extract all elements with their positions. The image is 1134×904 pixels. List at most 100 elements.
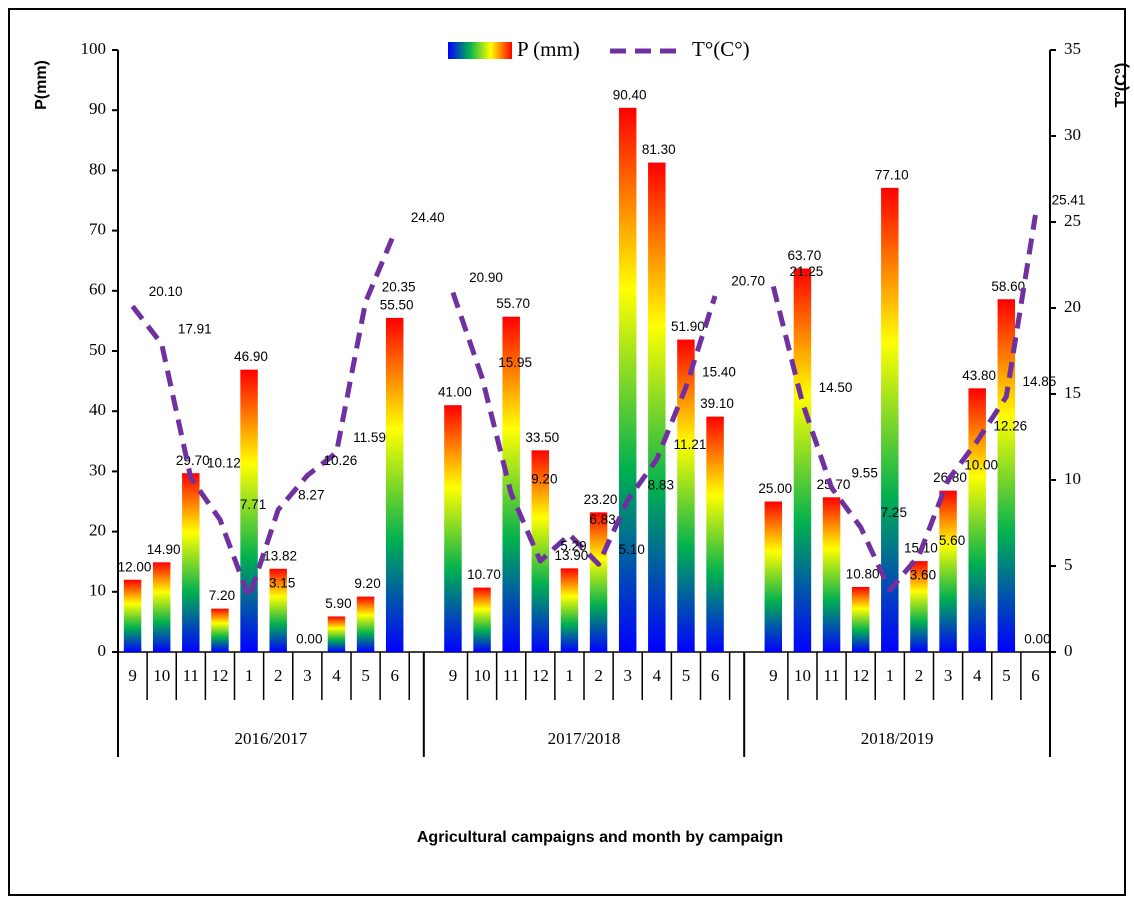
bar	[793, 268, 812, 652]
line-value-label: 24.40	[411, 210, 445, 225]
group-label: 2017/2018	[548, 729, 621, 748]
y2-tick-label: 5	[1064, 555, 1073, 574]
x-tick-label: 10	[153, 666, 170, 685]
legend-label: T°(C°)	[692, 37, 750, 61]
y2-tick-label: 20	[1064, 297, 1081, 316]
bar	[531, 450, 550, 652]
bar	[269, 568, 287, 652]
bar	[881, 187, 899, 652]
x-tick-label: 6	[390, 666, 399, 685]
line-value-label: 11.21	[674, 437, 707, 452]
line-value-label: 20.70	[731, 274, 765, 289]
x-tick-label: 12	[532, 666, 549, 685]
y-axis-title: P(mm)	[33, 60, 50, 110]
line-value-label: 20.10	[149, 284, 183, 299]
bar-value-label: 55.70	[496, 296, 530, 311]
bar-value-label: 14.90	[147, 542, 181, 557]
bar-value-label: 13.90	[555, 548, 589, 563]
bar-value-label: 10.70	[467, 567, 501, 582]
y-tick-label: 100	[81, 39, 107, 58]
bar	[822, 497, 841, 652]
y-tick-label: 90	[89, 99, 106, 118]
y-tick-label: 10	[89, 581, 106, 600]
bar-value-label: 5.90	[325, 596, 351, 611]
frame	[8, 8, 1126, 896]
bar-value-label: 25.00	[758, 481, 792, 496]
x-tick-label: 1	[245, 666, 254, 685]
bar-value-label: 39.10	[700, 396, 734, 411]
bar-value-label: 7.20	[209, 588, 235, 603]
bar-value-label: 63.70	[788, 248, 822, 263]
legend-swatch	[448, 42, 512, 59]
line-value-label: 3.15	[269, 575, 295, 590]
y2-tick-label: 30	[1064, 125, 1081, 144]
x-tick-label: 3	[944, 666, 953, 685]
bar-value-label: 81.30	[642, 142, 676, 157]
line-value-label: 3.60	[910, 568, 936, 583]
line-value-label: 20.35	[382, 280, 416, 295]
y2-tick-label: 35	[1064, 39, 1081, 58]
bar	[851, 586, 870, 652]
line-value-label: 10.26	[324, 453, 358, 468]
x-tick-label: 5	[1002, 666, 1011, 685]
bar	[327, 616, 346, 652]
y2-tick-label: 0	[1064, 641, 1073, 660]
bar	[182, 473, 200, 652]
legend-label: P (mm)	[517, 37, 580, 61]
bar	[939, 490, 957, 652]
line-value-label: 11.59	[353, 430, 386, 445]
x-tick-label: 10	[474, 666, 491, 685]
bar-value-label: 25.70	[817, 477, 851, 492]
temperature-line	[130, 214, 1038, 601]
x-tick-label: 12	[852, 666, 869, 685]
line-value-label: 14.50	[819, 380, 853, 395]
line-value-label: 9.20	[531, 471, 557, 486]
line-value-label: 8.27	[298, 487, 324, 502]
bar	[385, 317, 404, 652]
x-tick-label: 3	[303, 666, 312, 685]
bar-value-label: 13.82	[263, 548, 297, 563]
y-tick-label: 0	[98, 641, 107, 660]
y-tick-label: 70	[89, 220, 106, 239]
x-tick-label: 1	[565, 666, 574, 685]
x-tick-label: 5	[361, 666, 370, 685]
line-value-label: 6.83	[589, 512, 615, 527]
bar	[677, 339, 695, 652]
x-tick-label: 12	[211, 666, 228, 685]
x-tick-label: 5	[682, 666, 691, 685]
line-value-label: 25.41	[1052, 193, 1086, 208]
x-tick-label: 3	[623, 666, 632, 685]
x-tick-label: 11	[503, 666, 519, 685]
bar-value-label: 23.20	[584, 492, 618, 507]
line-value-label: 15.95	[498, 355, 532, 370]
x-tick-label: 1	[886, 666, 895, 685]
x-tick-label: 9	[769, 666, 778, 685]
x-tick-label: 9	[449, 666, 458, 685]
bar-value-label: 33.50	[525, 430, 559, 445]
x-tick-label: 9	[128, 666, 137, 685]
y-tick-label: 40	[89, 400, 106, 419]
x-tick-label: 2	[594, 666, 603, 685]
x-tick-label: 4	[973, 666, 982, 685]
line-value-label: 5.60	[939, 533, 965, 548]
bar-value-label: 10.80	[846, 567, 880, 582]
y-tick-label: 60	[89, 280, 106, 299]
x-tick-label: 11	[183, 666, 199, 685]
bar	[356, 596, 375, 652]
bar-value-label: 58.60	[991, 279, 1025, 294]
line-value-label: 7.71	[240, 497, 266, 512]
bar-value-label: 0.00	[296, 632, 322, 647]
y2-axis-title: T°(C°)	[1113, 63, 1130, 108]
line-value-label: 20.90	[469, 270, 503, 285]
x-tick-label: 4	[653, 666, 662, 685]
line-value-label: 5.29	[560, 539, 586, 554]
x-tick-label: 10	[794, 666, 811, 685]
bar-value-label: 9.20	[354, 576, 380, 591]
bar	[968, 388, 986, 652]
bar	[910, 561, 928, 652]
bar	[589, 512, 608, 652]
line-value-label: 10.12	[207, 455, 241, 470]
bar-value-label: 12.00	[118, 559, 152, 574]
bar	[444, 405, 462, 652]
